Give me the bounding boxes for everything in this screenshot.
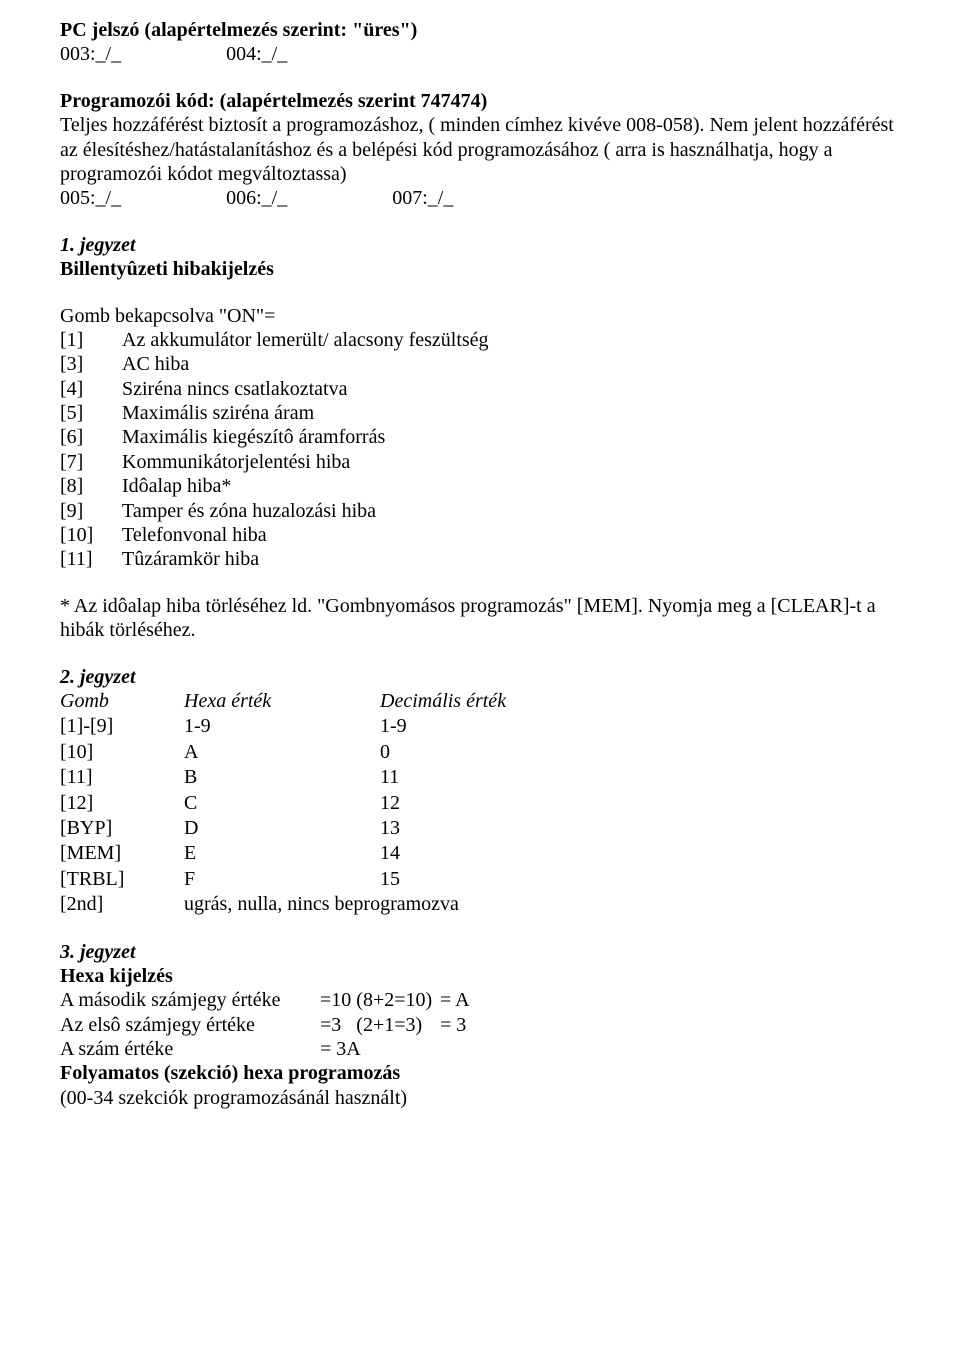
note1-list: [1] Az akkumulátor lemerült/ alacsony fe… xyxy=(60,328,900,572)
list-item: [5] Maximális sziréna áram xyxy=(60,401,900,425)
table-row: A szám értéke = 3A xyxy=(60,1037,900,1061)
table-row: A második számjegy értéke =10 (8+2=10) =… xyxy=(60,988,900,1012)
pc-password-heading: PC jelszó (alapértelmezés szerint: "üres… xyxy=(60,18,900,42)
table-row: [MEM] E 14 xyxy=(60,841,580,866)
list-key: [11] xyxy=(60,547,122,571)
list-value: AC hiba xyxy=(122,352,900,376)
table-cell: E xyxy=(184,841,380,866)
table-cell: Az elsô számjegy értéke xyxy=(60,1013,320,1037)
list-key: [10] xyxy=(60,523,122,547)
programmer-paragraph: Teljes hozzáférést biztosít a programozá… xyxy=(60,113,900,186)
note3-table: A második számjegy értéke =10 (8+2=10) =… xyxy=(60,988,900,1061)
list-item: [1] Az akkumulátor lemerült/ alacsony fe… xyxy=(60,328,900,352)
list-key: [1] xyxy=(60,328,122,352)
note1-footer: * Az idôalap hiba törléséhez ld. "Gombny… xyxy=(60,594,900,643)
table-cell: 1-9 xyxy=(380,714,580,739)
list-key: [4] xyxy=(60,377,122,401)
table-cell: F xyxy=(184,867,380,892)
note3-sub2b: (00-34 szekciók programozásánál használt… xyxy=(60,1086,900,1110)
table-cell: 11 xyxy=(380,765,580,790)
table-cell: 1-9 xyxy=(184,714,380,739)
code-line-003-004: 003:_/_ 004:_/_ xyxy=(60,42,900,66)
table-header-hexa: Hexa érték xyxy=(184,689,380,714)
table-cell: = A xyxy=(440,988,470,1012)
list-value: Tamper és zóna huzalozási hiba xyxy=(122,499,900,523)
table-cell: [BYP] xyxy=(60,816,184,841)
list-item: [8] Idôalap hiba* xyxy=(60,474,900,498)
table-row: [2nd] ugrás, nulla, nincs beprogramozva xyxy=(60,892,580,917)
table-cell: 12 xyxy=(380,791,580,816)
table-cell: A xyxy=(184,740,380,765)
table-cell: =3 (2+1=3) xyxy=(320,1013,440,1037)
table-cell: [TRBL] xyxy=(60,867,184,892)
table-row: Az elsô számjegy értéke =3 (2+1=3) = 3 xyxy=(60,1013,900,1037)
list-item: [10] Telefonvonal hiba xyxy=(60,523,900,547)
table-cell: [2nd] xyxy=(60,892,184,917)
list-item: [6] Maximális kiegészítô áramforrás xyxy=(60,425,900,449)
note3-heading: 3. jegyzet xyxy=(60,940,900,964)
note1-heading: 1. jegyzet xyxy=(60,233,900,257)
list-item: [11] Tûzáramkör hiba xyxy=(60,547,900,571)
list-item: [7] Kommunikátorjelentési hiba xyxy=(60,450,900,474)
table-header-gomb: Gomb xyxy=(60,689,184,714)
list-value: Kommunikátorjelentési hiba xyxy=(122,450,900,474)
table-cell: A második számjegy értéke xyxy=(60,988,320,1012)
table-cell: = 3A xyxy=(320,1037,440,1061)
list-value: Maximális kiegészítô áramforrás xyxy=(122,425,900,449)
table-row: [TRBL] F 15 xyxy=(60,867,580,892)
list-key: [6] xyxy=(60,425,122,449)
list-key: [3] xyxy=(60,352,122,376)
table-cell: [MEM] xyxy=(60,841,184,866)
note1-subheading: Billentyûzeti hibakijelzés xyxy=(60,257,900,281)
list-key: [7] xyxy=(60,450,122,474)
note3-sub2: Folyamatos (szekció) hexa programozás xyxy=(60,1061,900,1085)
table-cell: B xyxy=(184,765,380,790)
note3-subheading: Hexa kijelzés xyxy=(60,964,900,988)
code-line-005-007: 005:_/_ 006:_/_ 007:_/_ xyxy=(60,186,900,210)
table-cell: ugrás, nulla, nincs beprogramozva xyxy=(184,892,580,917)
list-value: Az akkumulátor lemerült/ alacsony feszül… xyxy=(122,328,900,352)
table-cell: 15 xyxy=(380,867,580,892)
list-key: [9] xyxy=(60,499,122,523)
list-value: Idôalap hiba* xyxy=(122,474,900,498)
list-item: [3] AC hiba xyxy=(60,352,900,376)
table-cell: D xyxy=(184,816,380,841)
list-item: [4] Sziréna nincs csatlakoztatva xyxy=(60,377,900,401)
table-cell: [12] xyxy=(60,791,184,816)
note1-intro: Gomb bekapcsolva "ON"= xyxy=(60,304,900,328)
list-item: [9] Tamper és zóna huzalozási hiba xyxy=(60,499,900,523)
list-key: [8] xyxy=(60,474,122,498)
note2-heading: 2. jegyzet xyxy=(60,665,900,689)
table-row: [1]-[9] 1-9 1-9 xyxy=(60,714,580,739)
table-row: [12] C 12 xyxy=(60,791,580,816)
table-cell: [10] xyxy=(60,740,184,765)
table-row: [10] A 0 xyxy=(60,740,580,765)
programmer-code-heading: Programozói kód: (alapértelmezés szerint… xyxy=(60,89,900,113)
table-cell: A szám értéke xyxy=(60,1037,320,1061)
table-cell: [11] xyxy=(60,765,184,790)
table-cell: = 3 xyxy=(440,1013,466,1037)
list-value: Maximális sziréna áram xyxy=(122,401,900,425)
list-value: Telefonvonal hiba xyxy=(122,523,900,547)
table-cell: 14 xyxy=(380,841,580,866)
table-cell: C xyxy=(184,791,380,816)
note2-table: Gomb Hexa érték Decimális érték [1]-[9] … xyxy=(60,689,580,918)
table-cell: =10 (8+2=10) xyxy=(320,988,440,1012)
list-value: Tûzáramkör hiba xyxy=(122,547,900,571)
document-page: PC jelszó (alapértelmezés szerint: "üres… xyxy=(0,0,960,1150)
table-cell: [1]-[9] xyxy=(60,714,184,739)
list-value: Sziréna nincs csatlakoztatva xyxy=(122,377,900,401)
table-header-dec: Decimális érték xyxy=(380,689,580,714)
table-row: Gomb Hexa érték Decimális érték xyxy=(60,689,580,714)
list-key: [5] xyxy=(60,401,122,425)
table-cell: 13 xyxy=(380,816,580,841)
table-cell: 0 xyxy=(380,740,580,765)
table-row: [BYP] D 13 xyxy=(60,816,580,841)
table-row: [11] B 11 xyxy=(60,765,580,790)
